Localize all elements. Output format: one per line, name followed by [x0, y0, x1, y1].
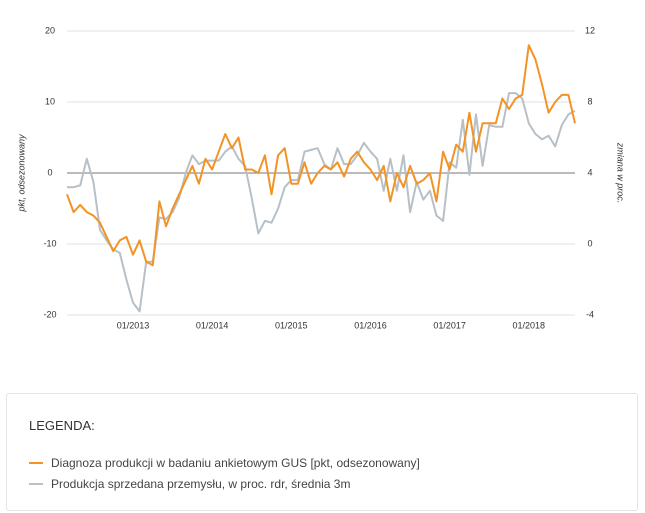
legend-entry: Diagnoza produkcji w badaniu ankietowym … [29, 456, 420, 470]
x-tick-label: 01/2015 [275, 320, 308, 330]
y2-tick-label: -4 [586, 309, 594, 319]
y-tick-label: 10 [45, 96, 55, 106]
legend-swatch [29, 483, 43, 485]
chart: pkt, odsezonowany zmiana w proc. -20 -10 0… [16, 25, 626, 330]
x-tick-label: 01/2013 [117, 320, 150, 330]
y-tick-label: -20 [43, 309, 56, 319]
legend-swatch [29, 462, 43, 464]
x-tick-label: 01/2014 [196, 320, 229, 330]
y-tick-label: 20 [45, 25, 55, 35]
y-tick-label: 0 [47, 167, 52, 177]
legend-label: Produkcja sprzedana przemysłu, w proc. r… [51, 477, 351, 491]
y-axis-label: pkt, odsezonowany [16, 134, 26, 213]
y2-tick-label: 12 [585, 25, 595, 35]
legend-label: Diagnoza produkcji w badaniu ankietowym … [51, 456, 420, 470]
legend: LEGENDA: Diagnoza produkcji w badaniu an… [6, 393, 638, 511]
y2-tick-label: 4 [587, 167, 592, 177]
y-tick-label: -10 [43, 238, 56, 248]
y2-axis-label: zmiana w proc. [616, 142, 626, 204]
x-tick-label: 01/2018 [513, 320, 546, 330]
x-tick-label: 01/2016 [354, 320, 387, 330]
legend-title: LEGENDA: [29, 418, 95, 433]
series-line [66, 44, 576, 267]
y2-tick-label: 0 [587, 238, 592, 248]
legend-entry: Produkcja sprzedana przemysłu, w proc. r… [29, 477, 350, 491]
series-line [67, 92, 576, 313]
y2-tick-label: 8 [587, 96, 592, 106]
x-tick-label: 01/2017 [433, 320, 466, 330]
